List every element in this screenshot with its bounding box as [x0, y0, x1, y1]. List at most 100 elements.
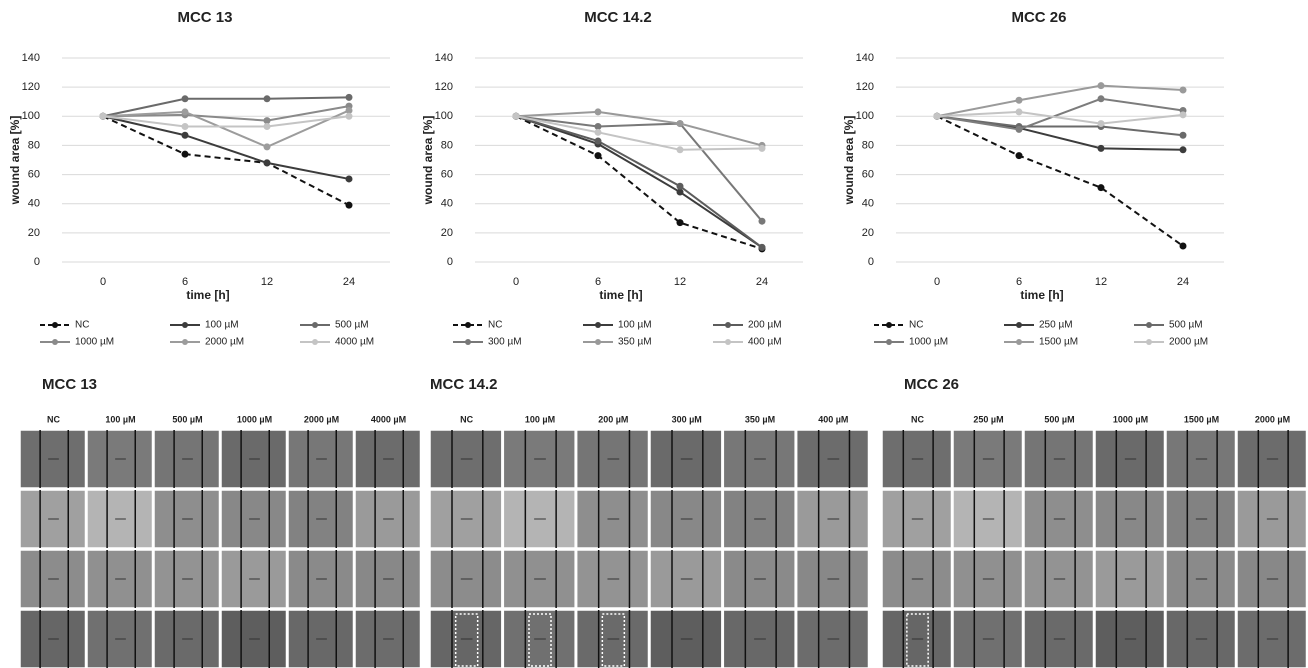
panel-column-label: 4000 µM	[371, 414, 406, 424]
legend-marker	[1146, 339, 1152, 345]
panel-column-label: 2000 µM	[1255, 414, 1290, 424]
legend-marker	[182, 322, 188, 328]
legend-marker	[886, 339, 892, 345]
data-point	[263, 117, 271, 125]
data-point	[1179, 146, 1187, 154]
data-point	[1097, 82, 1105, 90]
x-tick-label: 12	[674, 276, 686, 288]
x-tick-label: 6	[182, 276, 188, 288]
series-line	[102, 105, 350, 122]
y-tick-label: 120	[856, 81, 874, 93]
legend-marker	[465, 339, 471, 345]
legend-label: 200 µM	[748, 320, 782, 331]
data-point	[933, 112, 941, 120]
x-tick-label: 24	[1177, 276, 1189, 288]
x-tick-label: 12	[261, 276, 273, 288]
y-tick-label: 0	[447, 256, 453, 268]
data-point	[263, 122, 271, 130]
micrograph	[153, 489, 221, 549]
series-line	[102, 115, 350, 207]
data-point	[263, 159, 271, 167]
data-point	[1179, 86, 1187, 94]
panel-title: MCC 26	[904, 376, 959, 393]
y-tick-label: 40	[28, 198, 40, 210]
legend-label: 2000 µM	[205, 337, 244, 348]
data-point	[1097, 144, 1105, 152]
data-point	[1179, 242, 1187, 250]
data-point	[1179, 131, 1187, 139]
y-tick-label: 100	[435, 110, 453, 122]
data-point	[263, 95, 271, 103]
panel-column-label: 1000 µM	[237, 414, 272, 424]
x-tick-label: 0	[513, 276, 519, 288]
data-point	[676, 219, 684, 227]
x-tick-label: 12	[1095, 276, 1107, 288]
data-point	[676, 146, 684, 154]
panel-column-label: 2000 µM	[304, 414, 339, 424]
data-point	[758, 243, 766, 251]
y-tick-label: 100	[22, 110, 40, 122]
series-line	[102, 96, 350, 118]
data-point	[676, 188, 684, 196]
series-line	[102, 115, 350, 180]
y-tick-label: 80	[28, 139, 40, 151]
series-line	[936, 97, 1184, 131]
micrograph	[795, 609, 870, 668]
roi-box	[906, 613, 929, 667]
chart-title: MCC 14.2	[584, 9, 652, 26]
panel-column-label: NC	[460, 414, 473, 424]
y-tick-label: 20	[28, 227, 40, 239]
y-tick-label: 40	[862, 198, 874, 210]
data-point	[676, 120, 684, 128]
data-point	[1097, 184, 1105, 192]
x-tick-label: 6	[595, 276, 601, 288]
panel-title: MCC 14.2	[430, 376, 498, 393]
legend-label: 4000 µM	[335, 337, 374, 348]
roi-box	[528, 613, 552, 667]
x-tick-label: 6	[1016, 276, 1022, 288]
y-tick-label: 60	[862, 168, 874, 180]
y-tick-label: 140	[22, 52, 40, 64]
roi-box	[454, 613, 479, 667]
y-tick-label: 0	[34, 256, 40, 268]
y-axis-title: wound area [%]	[8, 116, 22, 206]
roi-box	[601, 613, 626, 667]
data-point	[676, 182, 684, 190]
legend-marker	[1146, 322, 1152, 328]
data-point	[594, 152, 602, 160]
data-point	[345, 93, 353, 101]
legend-label: 2000 µM	[1169, 337, 1208, 348]
legend-label: 1500 µM	[1039, 337, 1078, 348]
data-point	[594, 137, 602, 145]
data-point	[181, 95, 189, 103]
y-tick-label: 120	[22, 81, 40, 93]
legend-label: 1000 µM	[909, 337, 948, 348]
x-axis-title: time [h]	[1020, 288, 1063, 302]
panel-column-label: 250 µM	[973, 414, 1003, 424]
legend-marker	[182, 339, 188, 345]
series-line	[515, 115, 763, 151]
panel-column-label: 200 µM	[598, 414, 628, 424]
y-tick-label: 140	[856, 52, 874, 64]
data-point	[345, 112, 353, 120]
y-tick-label: 120	[435, 81, 453, 93]
data-point	[512, 112, 520, 120]
panel-title: MCC 13	[42, 376, 97, 393]
legend-marker	[725, 339, 731, 345]
panel-column-label: 300 µM	[672, 414, 702, 424]
data-point	[181, 122, 189, 130]
series-line	[515, 110, 763, 147]
y-tick-label: 20	[441, 227, 453, 239]
micrograph	[1165, 609, 1237, 668]
legend-label: NC	[75, 320, 89, 331]
series-line	[515, 115, 763, 249]
data-point	[1015, 96, 1023, 104]
legend-marker	[1016, 339, 1022, 345]
data-point	[1015, 108, 1023, 116]
micrograph	[722, 609, 796, 668]
data-point	[1179, 111, 1187, 119]
legend-label: 100 µM	[618, 320, 652, 331]
micrograph	[1094, 489, 1166, 549]
y-tick-label: 60	[441, 168, 453, 180]
